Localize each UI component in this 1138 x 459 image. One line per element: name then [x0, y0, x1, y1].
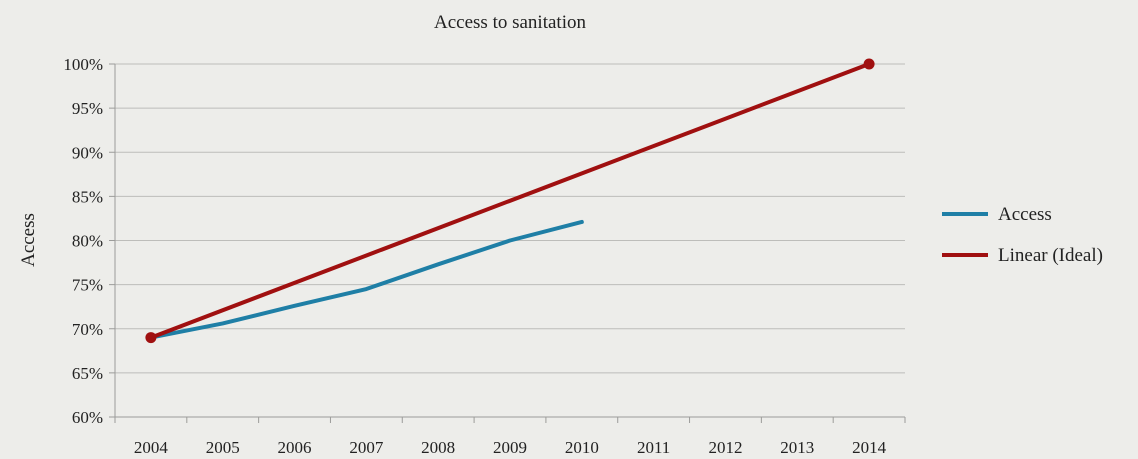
- x-tick-label: 2007: [349, 438, 384, 457]
- axes: [109, 63, 906, 423]
- x-tick-label: 2004: [134, 438, 169, 457]
- y-tick-label: 60%: [72, 408, 103, 427]
- x-tick-label: 2008: [421, 438, 455, 457]
- legend-label: Linear (Ideal): [998, 245, 1103, 266]
- series-line-linear-ideal: [148, 62, 872, 340]
- legend-label: Access: [998, 204, 1052, 225]
- series-lines: [145, 58, 875, 344]
- y-tick-label: 65%: [72, 364, 103, 383]
- y-tick-label: 75%: [72, 276, 103, 295]
- y-tick-label: 100%: [63, 55, 103, 74]
- y-tick-label: 95%: [72, 99, 103, 118]
- x-tick-label: 2011: [637, 438, 670, 457]
- x-tick-label: 2006: [278, 438, 312, 457]
- y-tick-labels: 60% 65% 70% 75% 80% 85% 90% 95% 100%: [63, 55, 103, 427]
- y-tick-label: 80%: [72, 232, 103, 251]
- data-point-linear-ideal: [863, 58, 875, 70]
- x-tick-label: 2009: [493, 438, 527, 457]
- x-tick-label: 2014: [852, 438, 887, 457]
- y-tick-label: 90%: [72, 143, 103, 162]
- y-axis-title: Access: [18, 213, 39, 267]
- legend: Access Linear (Ideal): [942, 204, 1103, 266]
- x-tick-label: 2012: [708, 438, 742, 457]
- x-tick-labels: 2004 2005 2006 2007 2008 2009 2010 2011 2012 2013…: [134, 438, 887, 457]
- data-point-linear-ideal: [145, 332, 157, 344]
- x-tick-label: 2010: [565, 438, 599, 457]
- y-tick-label: 70%: [72, 320, 103, 339]
- chart-title: Access to sanitation: [434, 12, 586, 33]
- x-tick-label: 2013: [780, 438, 814, 457]
- x-tick-label: 2005: [206, 438, 240, 457]
- series-line-access: [148, 219, 584, 340]
- y-tick-label: 85%: [72, 187, 103, 206]
- gridlines: [115, 63, 905, 374]
